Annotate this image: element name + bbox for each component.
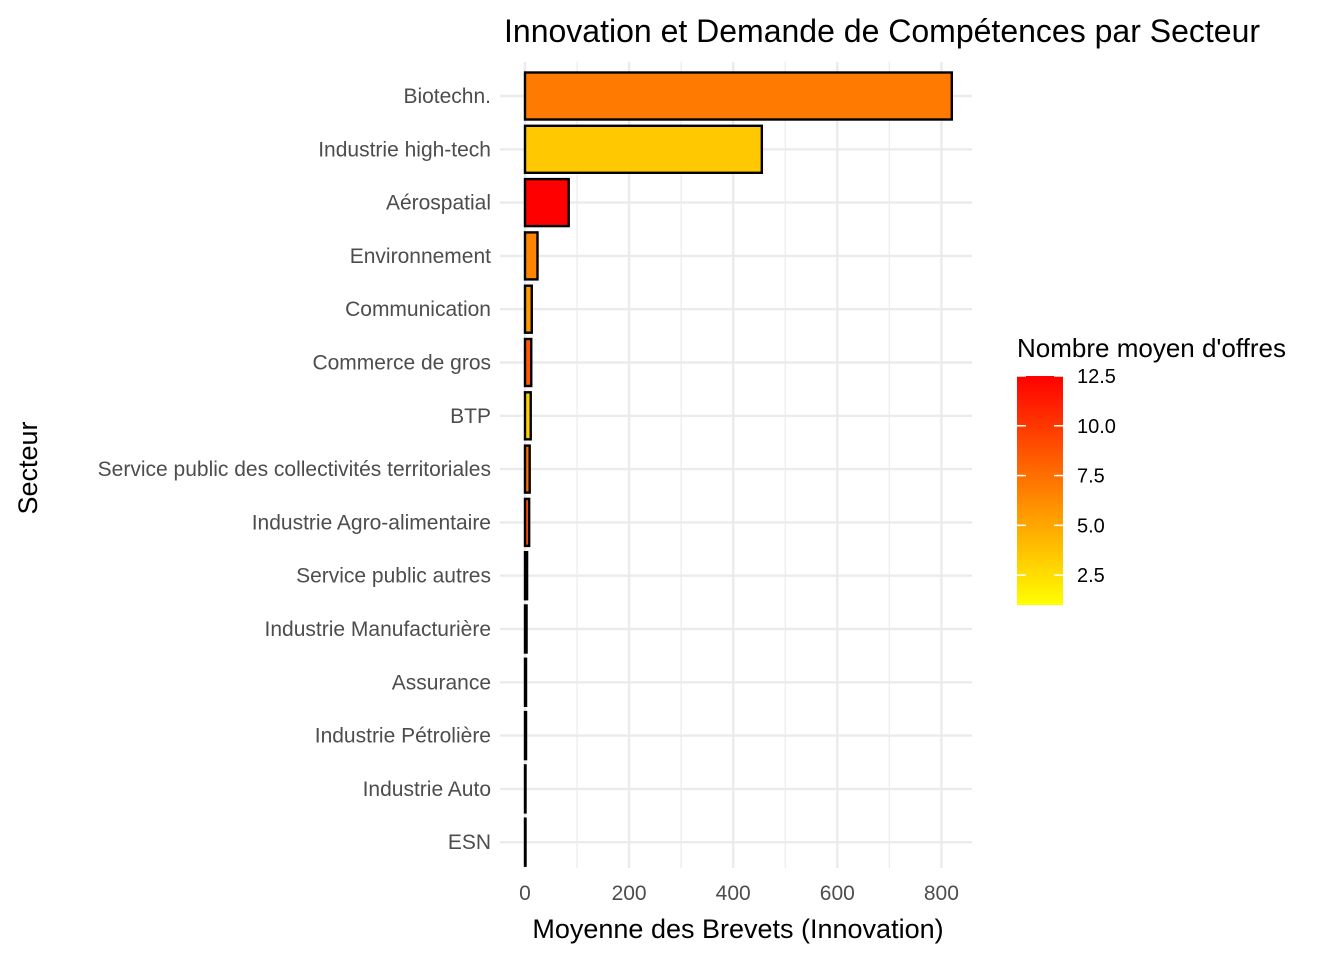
bar [523,284,533,334]
color-legend: Nombre moyen d'offres 2.5 5.0 7.5 10.0 12.5 [1017,333,1286,605]
legend-tick-label: 2.5 [1077,565,1105,587]
y-tick-label: Assurance [392,671,491,694]
legend-colorbar [1017,376,1063,605]
bars [523,71,954,867]
y-tick-label: Service public autres [296,565,491,588]
y-tick-label: Industrie Agro-alimentaire [252,511,491,534]
bar [523,710,528,761]
x-tick-label: 200 [612,882,647,905]
y-tick-label: Environnement [350,245,491,268]
y-tick-label: Industrie Manufacturière [265,618,491,641]
x-tick-label: 600 [820,882,855,905]
y-axis-title: Secteur [13,421,43,514]
bar [523,177,570,228]
legend-tick-label: 12.5 [1077,366,1116,388]
bar [523,337,533,388]
legend-ticks: 2.5 5.0 7.5 10.0 12.5 [1017,366,1116,587]
bar [523,71,954,121]
bar [523,124,764,175]
y-tick-label: Commerce de gros [312,352,491,375]
bar [523,444,531,494]
x-axis-tick-labels: 0 200 400 600 800 [519,882,959,905]
bar [523,391,532,441]
y-tick-label: Biotechn. [403,85,491,108]
y-tick-label: Service public des collectivités territo… [98,458,491,481]
major-gridlines [500,62,972,868]
bar [523,551,529,601]
plot-area [500,62,972,868]
x-tick-label: 0 [519,882,531,905]
y-axis-tick-labels: Biotechn. Industrie high-tech Aérospatial E… [98,85,491,854]
bar [523,231,539,281]
minor-gridlines [576,62,890,868]
chart-title: Innovation et Demande de Compétences par… [504,13,1260,49]
x-tick-label: 800 [924,882,959,905]
x-tick-label: 400 [716,882,751,905]
y-tick-label: BTP [450,405,491,428]
y-tick-label: Industrie Auto [363,778,491,801]
y-tick-label: Communication [345,298,491,321]
bar [523,604,528,654]
legend-tick-label: 5.0 [1077,515,1105,537]
bar [523,764,527,814]
legend-title: Nombre moyen d'offres [1017,333,1286,363]
bar [523,497,531,548]
y-tick-label: Industrie Pétrolière [315,725,491,748]
legend-tick-label: 7.5 [1077,466,1105,488]
legend-tick-label: 10.0 [1077,416,1116,438]
bar [523,817,527,867]
bar [523,657,528,707]
y-tick-label: Aérospatial [386,192,491,215]
y-tick-label: ESN [448,831,491,854]
y-tick-label: Industrie high-tech [318,138,491,161]
x-axis-title: Moyenne des Brevets (Innovation) [532,914,943,944]
